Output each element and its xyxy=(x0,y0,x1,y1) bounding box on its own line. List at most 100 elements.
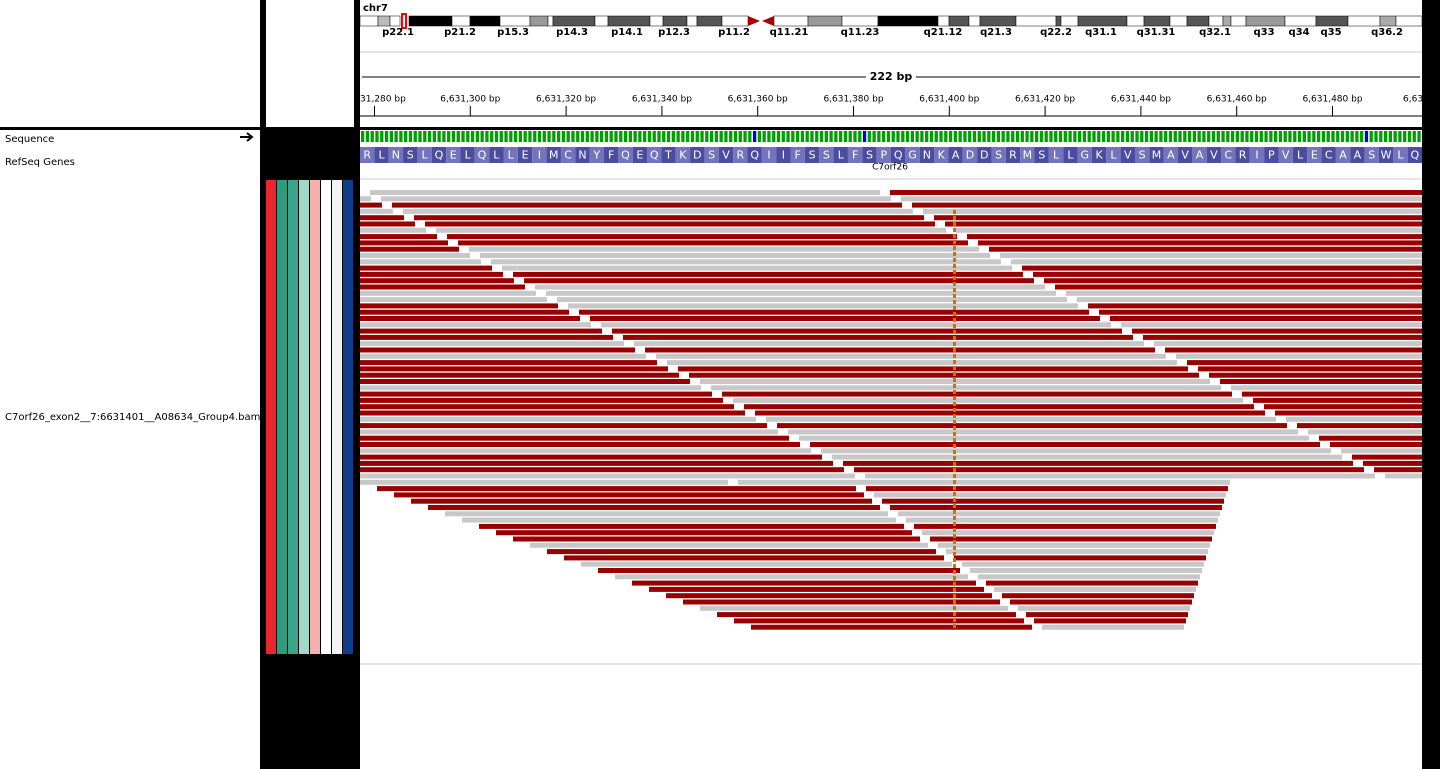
codon xyxy=(1034,147,1049,163)
read xyxy=(898,511,1220,517)
read xyxy=(1044,278,1422,284)
mismatch xyxy=(953,366,956,370)
codon xyxy=(977,147,992,163)
cytoband-label: q11.21 xyxy=(770,27,809,38)
mismatch xyxy=(953,342,956,346)
base xyxy=(1140,131,1144,142)
cytoband xyxy=(1315,15,1349,27)
base xyxy=(1058,131,1063,142)
mismatch xyxy=(953,378,956,382)
read xyxy=(360,347,635,353)
read xyxy=(381,196,891,202)
amino-acid: L xyxy=(1397,149,1404,162)
base xyxy=(1393,131,1397,142)
amino-acid: K xyxy=(938,149,946,162)
mismatch xyxy=(953,498,956,502)
read xyxy=(967,234,1422,240)
read xyxy=(360,202,382,208)
track-name: Sequence xyxy=(5,134,54,145)
amino-acid: F xyxy=(852,149,858,162)
cytoband-label: q22.2 xyxy=(1040,27,1072,38)
base xyxy=(1187,131,1192,142)
mismatch xyxy=(953,492,956,496)
mismatch xyxy=(953,336,956,340)
base xyxy=(552,131,556,142)
ruler-label: 6,631,460 bp xyxy=(1207,95,1267,105)
base xyxy=(810,131,814,142)
scrollbar xyxy=(1422,0,1440,769)
read xyxy=(866,486,1228,492)
cytoband-label: p11.2 xyxy=(718,27,750,38)
mismatch xyxy=(953,414,956,418)
codon xyxy=(891,147,906,163)
read xyxy=(912,202,1422,208)
base xyxy=(1312,131,1316,142)
read xyxy=(377,486,856,492)
base xyxy=(886,131,891,142)
amino-acid: G xyxy=(1080,149,1089,162)
chromosome: chr7 xyxy=(363,3,388,14)
base xyxy=(1240,131,1244,142)
amino-acid: L xyxy=(493,149,500,162)
amino-acid: V xyxy=(1181,149,1189,162)
codon xyxy=(632,147,648,163)
amino-acid: L xyxy=(1067,149,1074,162)
base xyxy=(542,131,546,142)
read xyxy=(843,460,1353,466)
strand-arrow[interactable] xyxy=(240,132,254,142)
base xyxy=(1025,131,1029,142)
cytoband-label: q33 xyxy=(1253,27,1274,38)
base xyxy=(729,131,733,142)
base xyxy=(977,131,981,142)
amino-acid: L xyxy=(508,149,515,162)
base xyxy=(733,131,738,142)
read xyxy=(1231,385,1422,391)
amino-acid: Q xyxy=(750,149,759,162)
base xyxy=(399,131,403,142)
codon xyxy=(718,147,734,163)
read xyxy=(1286,416,1422,422)
read xyxy=(1275,410,1422,416)
amino-acid: S xyxy=(1139,149,1146,162)
mismatch xyxy=(953,444,956,448)
base xyxy=(948,131,953,142)
base xyxy=(1403,131,1407,142)
base xyxy=(929,131,934,142)
base xyxy=(781,131,785,142)
read xyxy=(1319,435,1422,441)
base xyxy=(657,131,661,142)
amino-acid: A xyxy=(1354,149,1362,162)
ruler-label: 6,631,360 bp xyxy=(728,95,788,105)
read xyxy=(678,366,1188,372)
read xyxy=(890,190,1422,195)
codon xyxy=(1020,147,1035,163)
base xyxy=(791,131,795,142)
codon xyxy=(1307,147,1322,163)
cytoband xyxy=(359,15,379,27)
base xyxy=(537,131,542,142)
mismatch xyxy=(953,516,956,520)
base xyxy=(839,131,843,142)
base xyxy=(423,131,427,142)
read xyxy=(360,284,525,290)
mismatch xyxy=(953,612,956,616)
read xyxy=(360,385,701,391)
read xyxy=(854,467,1364,473)
base xyxy=(389,131,393,142)
codon xyxy=(1278,147,1293,163)
read xyxy=(360,372,679,378)
base xyxy=(662,131,666,142)
codon xyxy=(1106,147,1121,163)
base xyxy=(442,131,446,142)
codon xyxy=(1249,147,1265,163)
read xyxy=(458,240,968,246)
base xyxy=(1269,131,1273,142)
amino-acid: E xyxy=(450,149,457,162)
cytoband xyxy=(773,15,809,27)
read xyxy=(901,196,1422,202)
base xyxy=(786,131,790,142)
mismatch xyxy=(953,306,956,310)
base xyxy=(394,131,398,142)
cytoband-label: q35 xyxy=(1320,27,1341,38)
